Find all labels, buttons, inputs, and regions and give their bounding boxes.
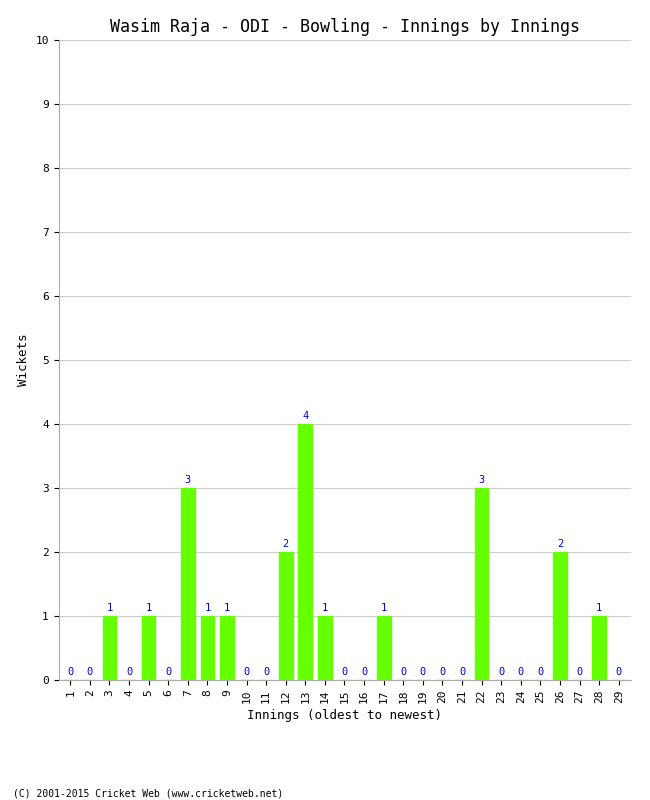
Text: 2: 2	[283, 539, 289, 549]
Bar	[142, 616, 155, 680]
X-axis label: Innings (oldest to newest): Innings (oldest to newest)	[247, 709, 442, 722]
Text: 0: 0	[538, 666, 543, 677]
Bar	[298, 424, 312, 680]
Text: 0: 0	[616, 666, 622, 677]
Text: 0: 0	[577, 666, 582, 677]
Text: 0: 0	[86, 666, 93, 677]
Text: 0: 0	[126, 666, 132, 677]
Text: 1: 1	[596, 603, 603, 613]
Text: 0: 0	[263, 666, 269, 677]
Bar	[220, 616, 234, 680]
Text: 0: 0	[244, 666, 250, 677]
Text: 0: 0	[498, 666, 504, 677]
Text: 1: 1	[224, 603, 230, 613]
Text: 3: 3	[478, 475, 485, 485]
Bar	[318, 616, 332, 680]
Text: 0: 0	[420, 666, 426, 677]
Bar	[181, 488, 194, 680]
Text: 2: 2	[557, 539, 563, 549]
Text: 0: 0	[439, 666, 445, 677]
Text: 0: 0	[361, 666, 367, 677]
Bar	[103, 616, 116, 680]
Bar	[553, 552, 567, 680]
Title: Wasim Raja - ODI - Bowling - Innings by Innings: Wasim Raja - ODI - Bowling - Innings by …	[109, 18, 580, 36]
Text: 0: 0	[67, 666, 73, 677]
Text: 0: 0	[341, 666, 348, 677]
Text: 1: 1	[322, 603, 328, 613]
Bar	[200, 616, 214, 680]
Bar	[279, 552, 293, 680]
Bar	[377, 616, 391, 680]
Text: 1: 1	[380, 603, 387, 613]
Text: 1: 1	[204, 603, 211, 613]
Text: 1: 1	[107, 603, 112, 613]
Text: 0: 0	[165, 666, 172, 677]
Text: 0: 0	[400, 666, 406, 677]
Text: 0: 0	[459, 666, 465, 677]
Y-axis label: Wickets: Wickets	[17, 334, 30, 386]
Text: 3: 3	[185, 475, 191, 485]
Bar	[474, 488, 489, 680]
Text: 1: 1	[146, 603, 151, 613]
Text: (C) 2001-2015 Cricket Web (www.cricketweb.net): (C) 2001-2015 Cricket Web (www.cricketwe…	[13, 788, 283, 798]
Bar	[592, 616, 606, 680]
Text: 0: 0	[517, 666, 524, 677]
Text: 4: 4	[302, 411, 309, 421]
